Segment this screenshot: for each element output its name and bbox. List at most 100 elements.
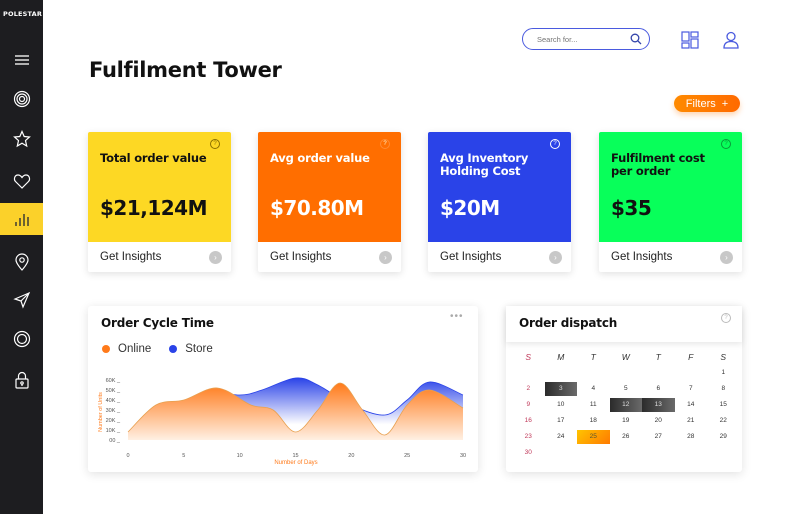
kpi-card-avg-inventory-holding-cost: ? Avg Inventory Holding Cost $20M Get In…: [428, 132, 571, 272]
get-insights-link[interactable]: Get Insights ›: [258, 242, 401, 272]
chart-title: Order Cycle Time: [101, 316, 214, 330]
calendar-day[interactable]: 15: [719, 401, 727, 408]
calendar-day[interactable]: 25: [577, 430, 610, 444]
sidebar-item-lock[interactable]: [0, 364, 43, 396]
sidebar-item-analytics[interactable]: [0, 203, 43, 235]
user-profile-icon[interactable]: [722, 31, 740, 49]
dashboard-layout-icon[interactable]: [681, 31, 699, 49]
sidebar-item-menu[interactable]: [0, 44, 43, 76]
kpi-value: $70.80M: [270, 196, 364, 220]
search-input[interactable]: [537, 34, 627, 44]
help-icon[interactable]: ?: [210, 139, 220, 149]
kpi-label: Avg Inventory Holding Cost: [440, 151, 529, 178]
logo[interactable]: POLESTAR: [3, 10, 43, 18]
calendar-week-row: 1: [512, 365, 740, 381]
calendar-day[interactable]: 6: [656, 385, 661, 392]
sidebar: POLESTAR: [0, 0, 43, 514]
calendar-day[interactable]: 20: [654, 417, 662, 424]
calendar-empty: [577, 446, 610, 460]
order-cycle-area-chart: 00 _ 10K _ 20K _ 30K _ 40K _ 50K _ 60K _ 0 5 10 1…: [98, 377, 466, 466]
svg-text:15: 15: [292, 453, 298, 459]
calendar-day[interactable]: 12: [609, 398, 642, 412]
svg-text:40K _: 40K _: [106, 398, 121, 404]
calendar-day[interactable]: 24: [557, 433, 565, 440]
calendar-day[interactable]: 30: [524, 449, 532, 456]
svg-text:20K _: 20K _: [106, 418, 121, 424]
calendar-day[interactable]: 8: [721, 385, 726, 392]
calendar-day[interactable]: 9: [526, 401, 531, 408]
calendar-empty: [642, 446, 675, 460]
svg-text:30K _: 30K _: [106, 408, 121, 414]
kpi-label: Fulfilment cost per order: [611, 151, 705, 178]
more-options-icon[interactable]: •••: [450, 311, 464, 322]
calendar-day[interactable]: 29: [719, 433, 727, 440]
bar-chart-icon: [14, 214, 29, 226]
calendar-day[interactable]: 1: [721, 369, 726, 376]
calendar-day[interactable]: 7: [688, 385, 693, 392]
calendar-day[interactable]: 4: [591, 385, 596, 392]
weekday-label: T: [655, 352, 661, 362]
chart-legend: Online Store: [102, 343, 213, 355]
weekday-label: W: [621, 352, 630, 362]
kpi-value: $35: [611, 196, 652, 220]
get-insights-link[interactable]: Get Insights ›: [88, 242, 231, 272]
menu-icon: [14, 55, 29, 65]
get-insights-link[interactable]: Get Insights ›: [428, 242, 571, 272]
calendar-empty: [707, 446, 740, 460]
calendar-empty: [642, 366, 675, 380]
calendar-day[interactable]: 16: [524, 417, 532, 424]
calendar-day[interactable]: 10: [557, 401, 565, 408]
calendar-day[interactable]: 22: [719, 417, 727, 424]
help-icon[interactable]: ?: [721, 139, 731, 149]
search-box[interactable]: [522, 28, 650, 50]
kpi-card-total-order-value: ? Total order value $21,124M Get Insight…: [88, 132, 231, 272]
svg-text:50K _: 50K _: [106, 388, 121, 394]
sidebar-item-location[interactable]: [0, 246, 43, 278]
sidebar-item-send[interactable]: [0, 284, 43, 316]
svg-text:30: 30: [460, 453, 466, 459]
calendar-day[interactable]: 17: [557, 417, 565, 424]
calendar-empty: [545, 366, 578, 380]
calendar-week-row: 16 17 18 19 20 21 22: [512, 413, 740, 429]
svg-text:20: 20: [348, 453, 354, 459]
calendar-empty: [675, 366, 708, 380]
send-icon: [12, 291, 30, 309]
calendar-day[interactable]: 26: [622, 433, 630, 440]
help-icon[interactable]: ?: [380, 139, 390, 149]
svg-text:5: 5: [182, 453, 185, 459]
calendar-day[interactable]: 28: [687, 433, 695, 440]
help-icon[interactable]: ?: [550, 139, 560, 149]
weekday-label: S: [720, 352, 727, 362]
sidebar-item-likes[interactable]: [0, 165, 43, 197]
calendar-day[interactable]: 11: [589, 401, 597, 408]
target-icon: [13, 90, 30, 108]
svg-text:10K _: 10K _: [106, 428, 121, 434]
calendar-day[interactable]: 3: [544, 382, 577, 396]
calendar-grid: S M T W T F S 1 2 3 4 5 6 7 8 9 10 11 12 13 14 15 16 17 18 19 20 21…: [512, 349, 740, 461]
legend-item-online: Online: [102, 343, 151, 355]
location-pin-icon: [14, 253, 29, 271]
calendar-day[interactable]: 19: [622, 417, 630, 424]
calendar-day[interactable]: 18: [589, 417, 597, 424]
calendar-day[interactable]: 2: [526, 385, 531, 392]
sidebar-item-settings[interactable]: [0, 323, 43, 355]
calendar-day[interactable]: 27: [654, 433, 662, 440]
star-icon: [12, 130, 31, 148]
calendar-day[interactable]: 23: [524, 433, 532, 440]
calendar-day[interactable]: 21: [687, 417, 695, 424]
search-icon[interactable]: [630, 33, 642, 45]
sidebar-item-favorites[interactable]: [0, 123, 43, 155]
filters-button[interactable]: Filters +: [674, 95, 740, 112]
calendar-day[interactable]: 13: [642, 398, 675, 412]
get-insights-link[interactable]: Get Insights ›: [599, 242, 742, 272]
chevron-right-icon: ›: [549, 250, 562, 264]
legend-item-store: Store: [169, 343, 213, 355]
calendar-day[interactable]: 14: [687, 401, 695, 408]
kpi-card-fulfilment-cost-per-order: ? Fulfilment cost per order $35 Get Insi…: [599, 132, 742, 272]
kpi-label: Total order value: [100, 151, 207, 165]
calendar-day[interactable]: 5: [623, 385, 628, 392]
kpi-card-avg-order-value: ? Avg order value $70.80M Get Insights ›: [258, 132, 401, 272]
calendar-empty: [610, 446, 643, 460]
help-icon[interactable]: ?: [721, 313, 731, 323]
sidebar-item-target[interactable]: [0, 83, 43, 115]
